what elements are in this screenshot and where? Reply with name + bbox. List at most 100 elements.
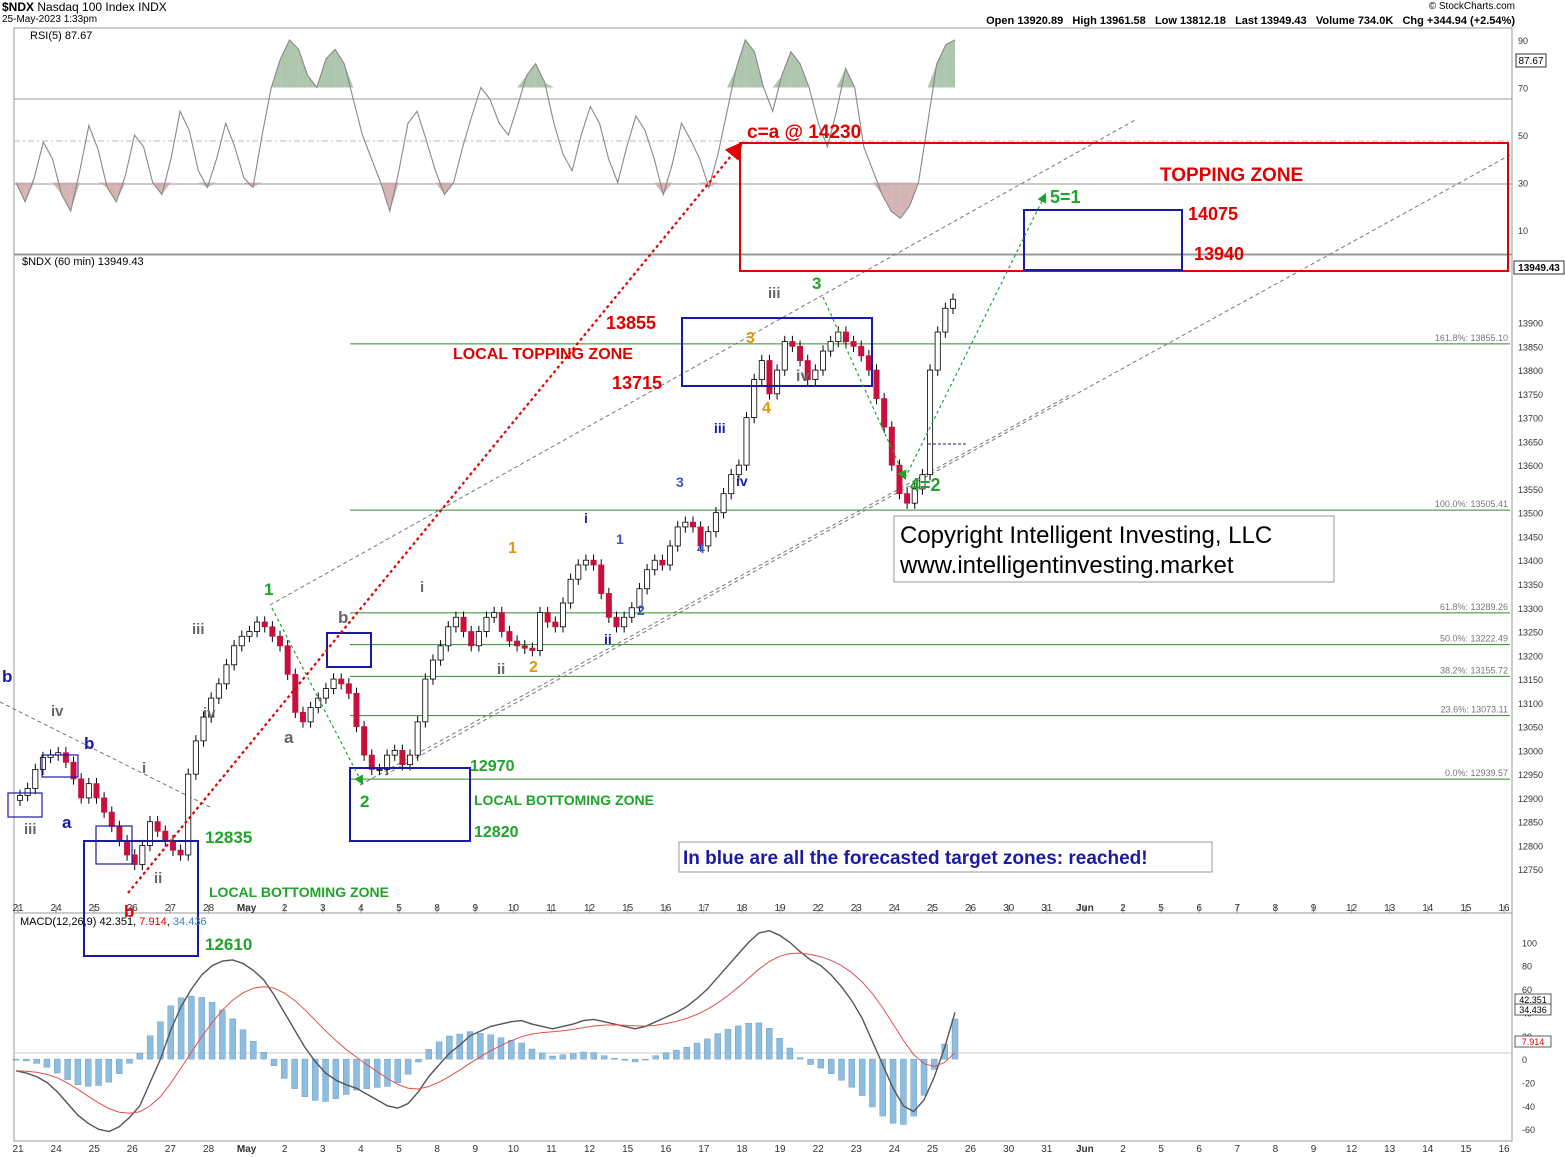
- rsi-overbought-fill: [344, 63, 354, 88]
- x-tick-label: 22: [813, 903, 825, 914]
- macd-hist-bar: [559, 1054, 567, 1060]
- macd-hist-bar: [136, 1052, 144, 1060]
- candle-body: [85, 783, 92, 799]
- x-tick-label: 4: [358, 903, 364, 914]
- candle-body: [78, 778, 85, 799]
- wave-grey-iii-label: iii: [192, 621, 205, 638]
- candle-body: [192, 740, 199, 775]
- wave-grey-iii2-label: iii: [24, 821, 37, 838]
- macd-hist-bar: [827, 1058, 835, 1074]
- price-tick-label: 13100: [1518, 699, 1543, 709]
- price-tick-label: 12950: [1518, 770, 1543, 780]
- candle-body: [514, 640, 521, 647]
- x-tick-label-bottom: 5: [396, 1144, 402, 1155]
- candle-body: [537, 612, 544, 651]
- macd-hist-bar: [941, 1043, 948, 1060]
- candle-body: [774, 369, 781, 395]
- candle-body: [338, 678, 345, 685]
- macd-hist-bar: [95, 1058, 102, 1086]
- price-tick-label: 13900: [1518, 319, 1543, 329]
- lb2-zone-label: LOCAL BOTTOMING ZONE: [474, 792, 654, 808]
- candle-body: [590, 559, 597, 566]
- x-tick-label-bottom: 12: [1346, 1144, 1358, 1155]
- candle-body: [682, 521, 689, 528]
- price-tick-label: 13200: [1518, 651, 1543, 661]
- local-topping-bottom: 13715: [612, 373, 662, 393]
- x-tick-label: 8: [1273, 903, 1279, 914]
- candle-body: [559, 602, 566, 628]
- open-label: Open: [986, 15, 1015, 27]
- x-tick-label: 25: [89, 903, 101, 914]
- candle-body: [919, 474, 926, 490]
- candle-body: [124, 840, 131, 856]
- macd-hist-bar: [33, 1058, 40, 1064]
- macd-hist-bar: [425, 1049, 432, 1060]
- rsi-tick-label: 10: [1518, 226, 1528, 236]
- macd-hist-bar: [900, 1058, 907, 1125]
- macd-hist-bar: [188, 995, 195, 1060]
- rsi-overbought-fill: [790, 51, 801, 88]
- wave-blue-1-label: 1: [616, 531, 624, 547]
- rsi-overbought-fill: [836, 68, 846, 88]
- wave-iii-label: iii: [768, 285, 781, 302]
- small-zone-box-2: [7, 792, 43, 818]
- fib-label: 38.2%: 13155.72: [1440, 665, 1508, 675]
- x-tick-label-bottom: 27: [165, 1144, 177, 1155]
- note-box: [678, 841, 1213, 873]
- wave-orange-3-label: 3: [746, 330, 755, 347]
- rsi-overbought-fill: [289, 39, 299, 88]
- x-tick-label: 23: [851, 903, 863, 914]
- x-tick-label-bottom: 15: [622, 1144, 634, 1155]
- x-tick-label-bottom: 19: [774, 1144, 786, 1155]
- macd-hist-bar: [270, 1058, 278, 1066]
- macd-hist-bar: [858, 1058, 866, 1096]
- macd-hist-bar: [766, 1028, 773, 1060]
- x-tick-label: 24: [51, 903, 63, 914]
- macd-hist-bar: [342, 1058, 350, 1095]
- x-tick-label: 2: [282, 903, 288, 914]
- macd-hist-bar: [704, 1038, 711, 1060]
- macd-hist-bar: [745, 1023, 752, 1060]
- price-tick-label: 13000: [1518, 746, 1543, 756]
- candle-body: [491, 612, 498, 618]
- rsi-oversold-fill: [70, 182, 80, 212]
- x-tick-label-bottom: 2: [1120, 1144, 1126, 1155]
- macd-line: [15, 929, 956, 1133]
- macd-badge-text: 34.436: [1519, 1005, 1547, 1015]
- macd-hist-bar: [219, 1009, 226, 1060]
- macd-hist-bar: [735, 1025, 742, 1060]
- lower-channel-line: [359, 394, 1071, 786]
- candle-body: [200, 716, 207, 742]
- x-tick-label-bottom: 2: [282, 1144, 288, 1155]
- macd-hist-bar: [786, 1047, 794, 1060]
- x-tick-label-bottom: 9: [1311, 1144, 1317, 1155]
- x-tick-label-bottom: 21: [12, 1144, 24, 1155]
- rsi-axis: 10 30 50 70 90: [1518, 36, 1528, 236]
- time-axis-bottom: 21 24 25 26 27 28 May 2 3 4 5 8 9 10 11 12 15 16 17 18 19 22 2…: [12, 1144, 1510, 1155]
- macd-hist-bar: [951, 1018, 959, 1060]
- candle-body: [483, 616, 490, 632]
- macd-hist-bar: [776, 1038, 783, 1060]
- macd-hist-bar: [714, 1033, 721, 1060]
- x-tick-label: 17: [698, 903, 710, 914]
- wave-blue-b2-label: b: [84, 734, 94, 753]
- macd-hist-bar: [291, 1058, 298, 1089]
- x-tick-label: 8: [434, 903, 440, 914]
- macd-hist-bar: [105, 1058, 113, 1083]
- candle-body: [835, 331, 842, 342]
- macd-tick-label: 60: [1522, 985, 1532, 995]
- wave-blue-3-label: 3: [676, 474, 684, 490]
- macd-hist-bar: [23, 1058, 30, 1062]
- x-tick-label: 5: [396, 903, 402, 914]
- x-tick-label-bottom: 12: [584, 1144, 596, 1155]
- rsi-overbought-fill: [936, 44, 946, 88]
- macd-hist-bar: [64, 1058, 71, 1080]
- macd-hist-bar: [797, 1057, 804, 1060]
- macd-hist-bar: [580, 1051, 587, 1060]
- target-zone-box: [1023, 209, 1183, 271]
- wave-5-1-label: 5=1: [1050, 187, 1081, 207]
- macd-hist-bar: [198, 997, 205, 1060]
- price-tick-label: 13550: [1518, 485, 1543, 495]
- rsi-oversold-fill: [207, 182, 217, 188]
- macd-hist-bar: [549, 1055, 556, 1060]
